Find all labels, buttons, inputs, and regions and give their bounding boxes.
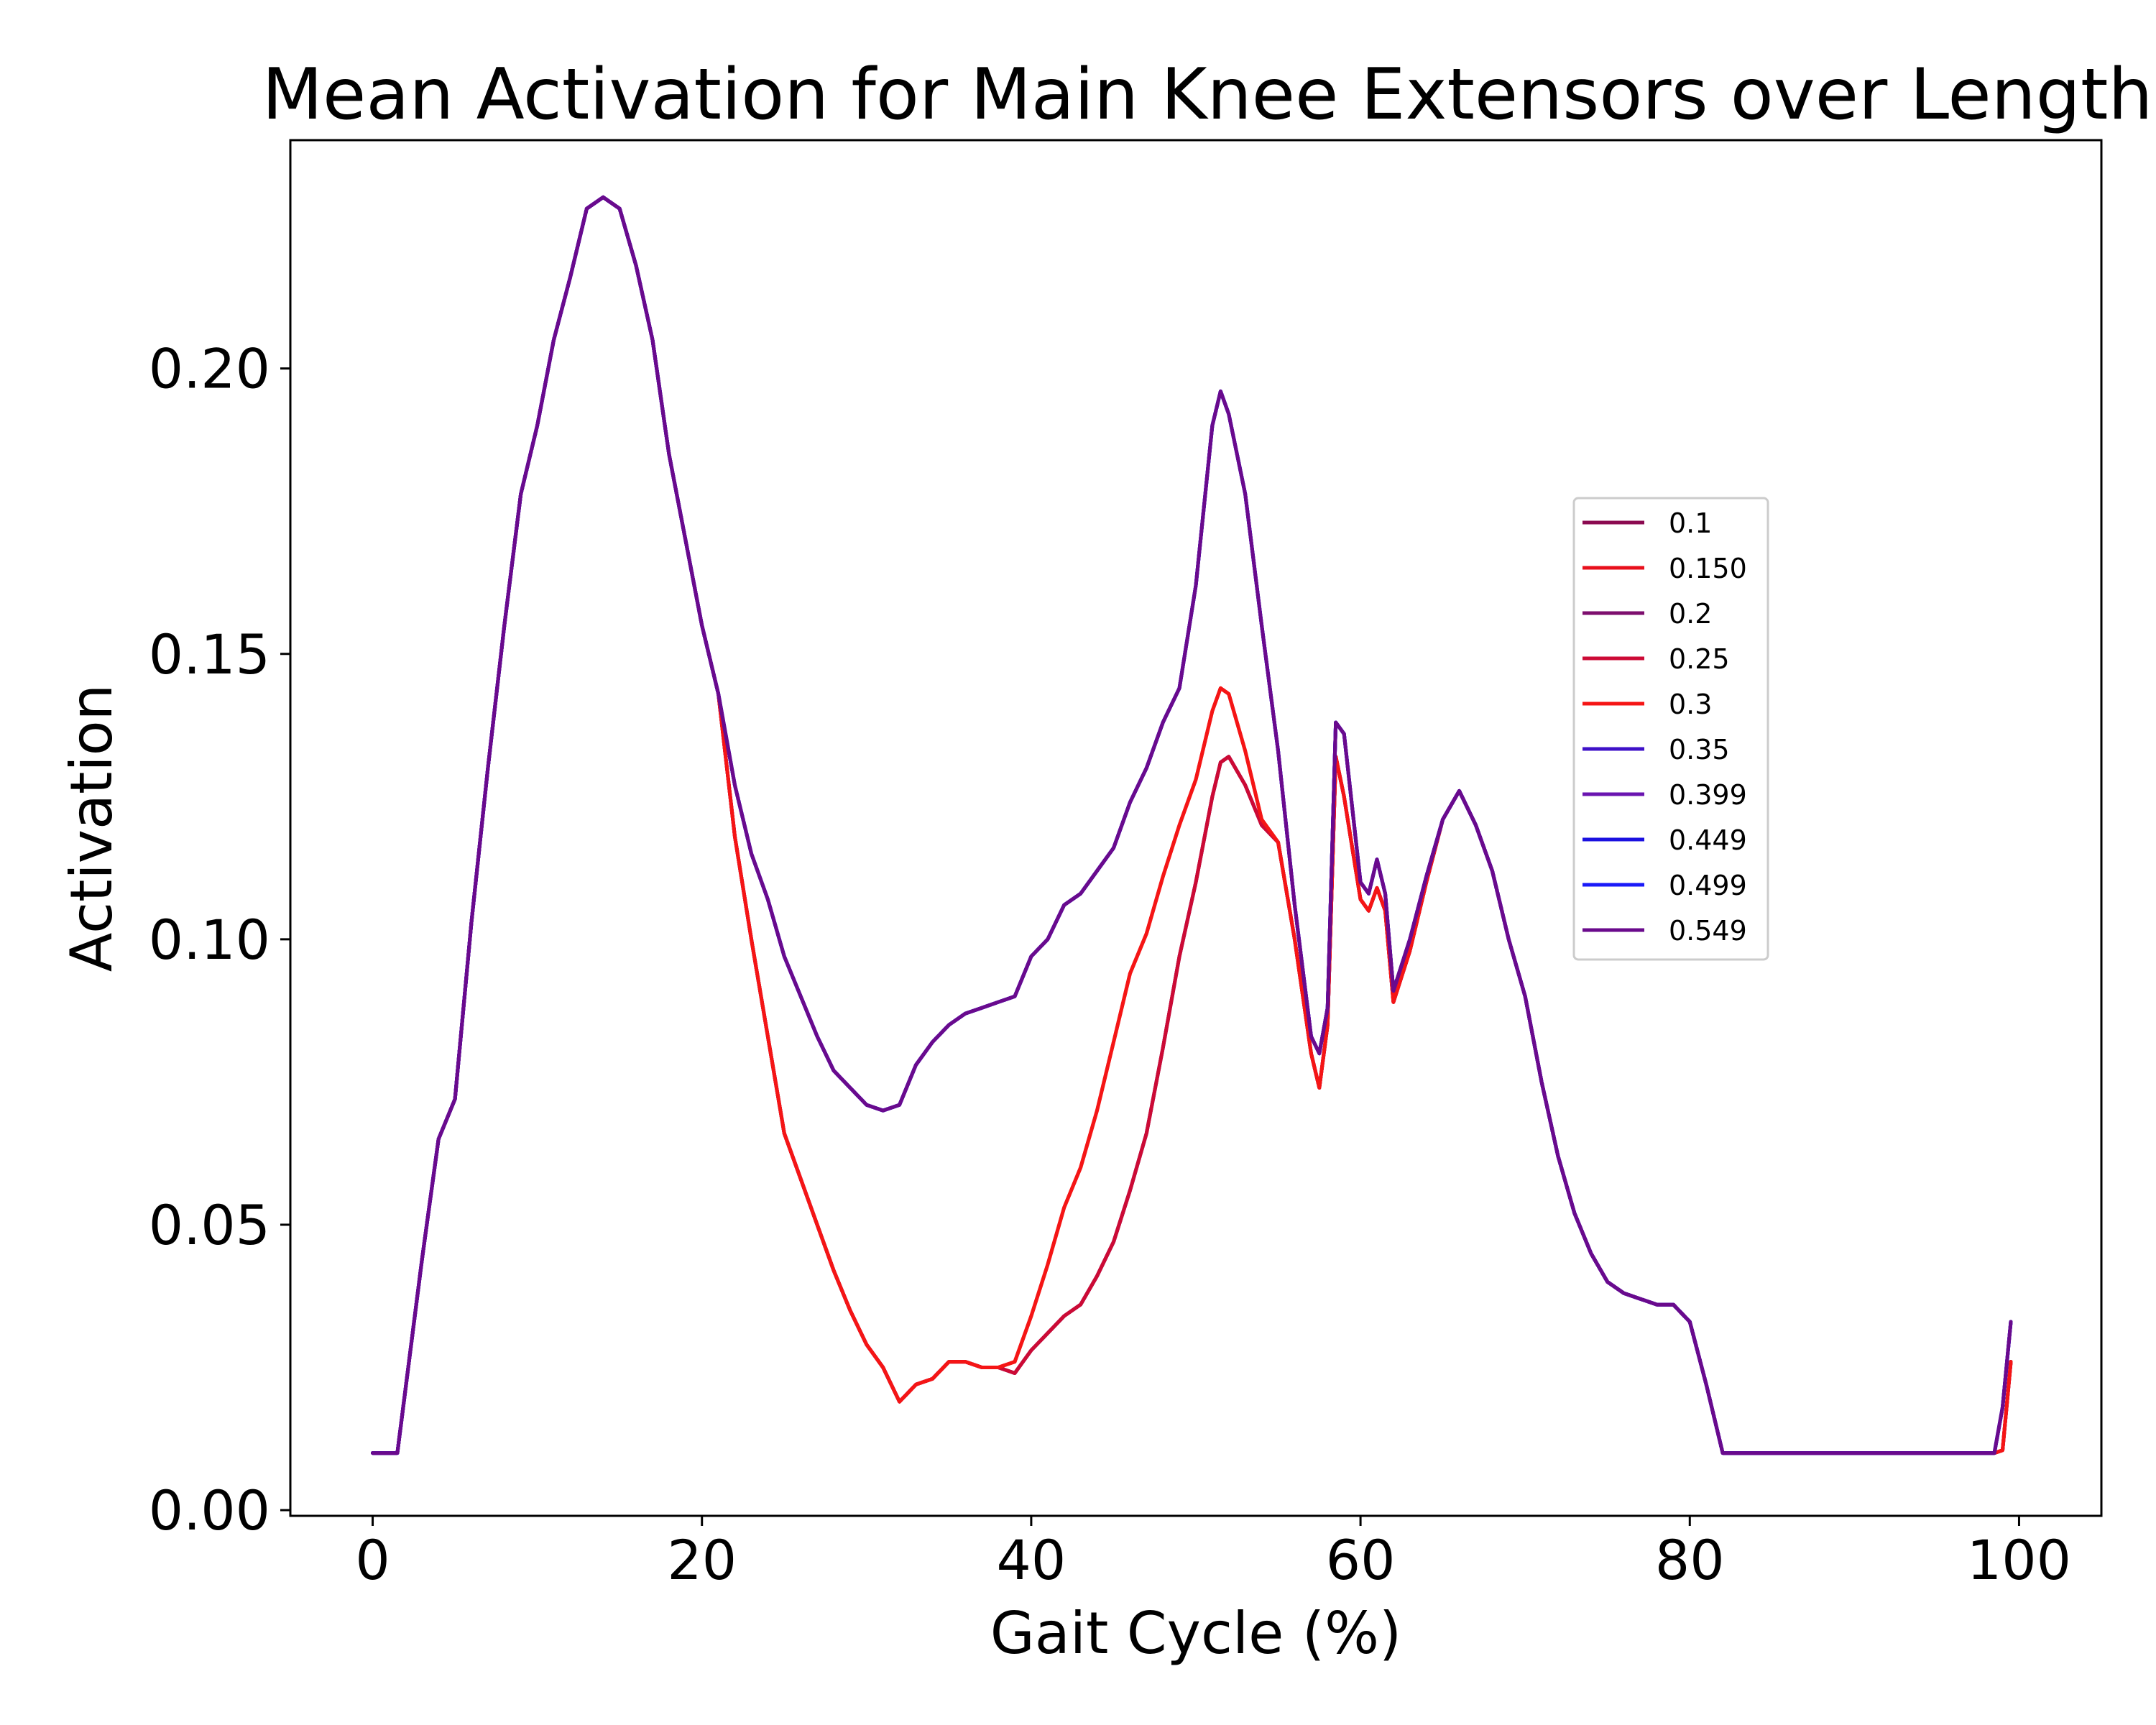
x-axis-ticks: 0 20 40 60 80 100 [355,1516,2071,1592]
y-tick-label: 0.00 [149,1478,270,1542]
y-tick-label: 0.10 [149,908,270,972]
y-tick-label: 0.20 [149,337,270,401]
series-line-9 [371,195,2013,1455]
legend-label: 0.35 [1669,734,1730,765]
y-axis-ticks: 0.00 0.05 0.10 0.15 0.20 [149,337,290,1542]
x-tick-label: 20 [667,1528,737,1592]
x-axis-label: Gait Cycle (%) [990,1600,1402,1667]
legend-label: 0.25 [1669,643,1730,675]
y-tick-label: 0.05 [149,1193,270,1257]
x-tick-label: 0 [355,1528,390,1592]
x-tick-label: 60 [1326,1528,1396,1592]
legend-items: 0.1 0.150 0.2 0.25 0.3 0.35 0.399 0.449 0.499 0.5… [1583,507,1747,947]
legend: 0.1 0.150 0.2 0.25 0.3 0.35 0.399 0.449 0.499 0.5… [1572,497,1769,961]
x-tick-label: 80 [1655,1528,1725,1592]
y-tick-label: 0.15 [149,622,270,686]
plot-area [289,139,2103,1517]
legend-label: 0.449 [1669,824,1747,856]
legend-label: 0.150 [1669,553,1747,584]
legend-label: 0.549 [1669,915,1747,947]
legend-label: 0.3 [1669,689,1712,720]
legend-label: 0.399 [1669,779,1747,811]
chart-title: Mean Activation for Main Knee Extensors … [262,54,2152,136]
legend-label: 0.1 [1669,507,1712,539]
axes-frame [289,139,2103,1517]
series-layer [371,195,2013,1455]
x-tick-label: 40 [997,1528,1067,1592]
legend-label: 0.499 [1669,870,1747,901]
y-axis-label: Activation [58,684,125,972]
x-tick-label: 100 [1967,1528,2071,1592]
legend-label: 0.2 [1669,598,1712,630]
